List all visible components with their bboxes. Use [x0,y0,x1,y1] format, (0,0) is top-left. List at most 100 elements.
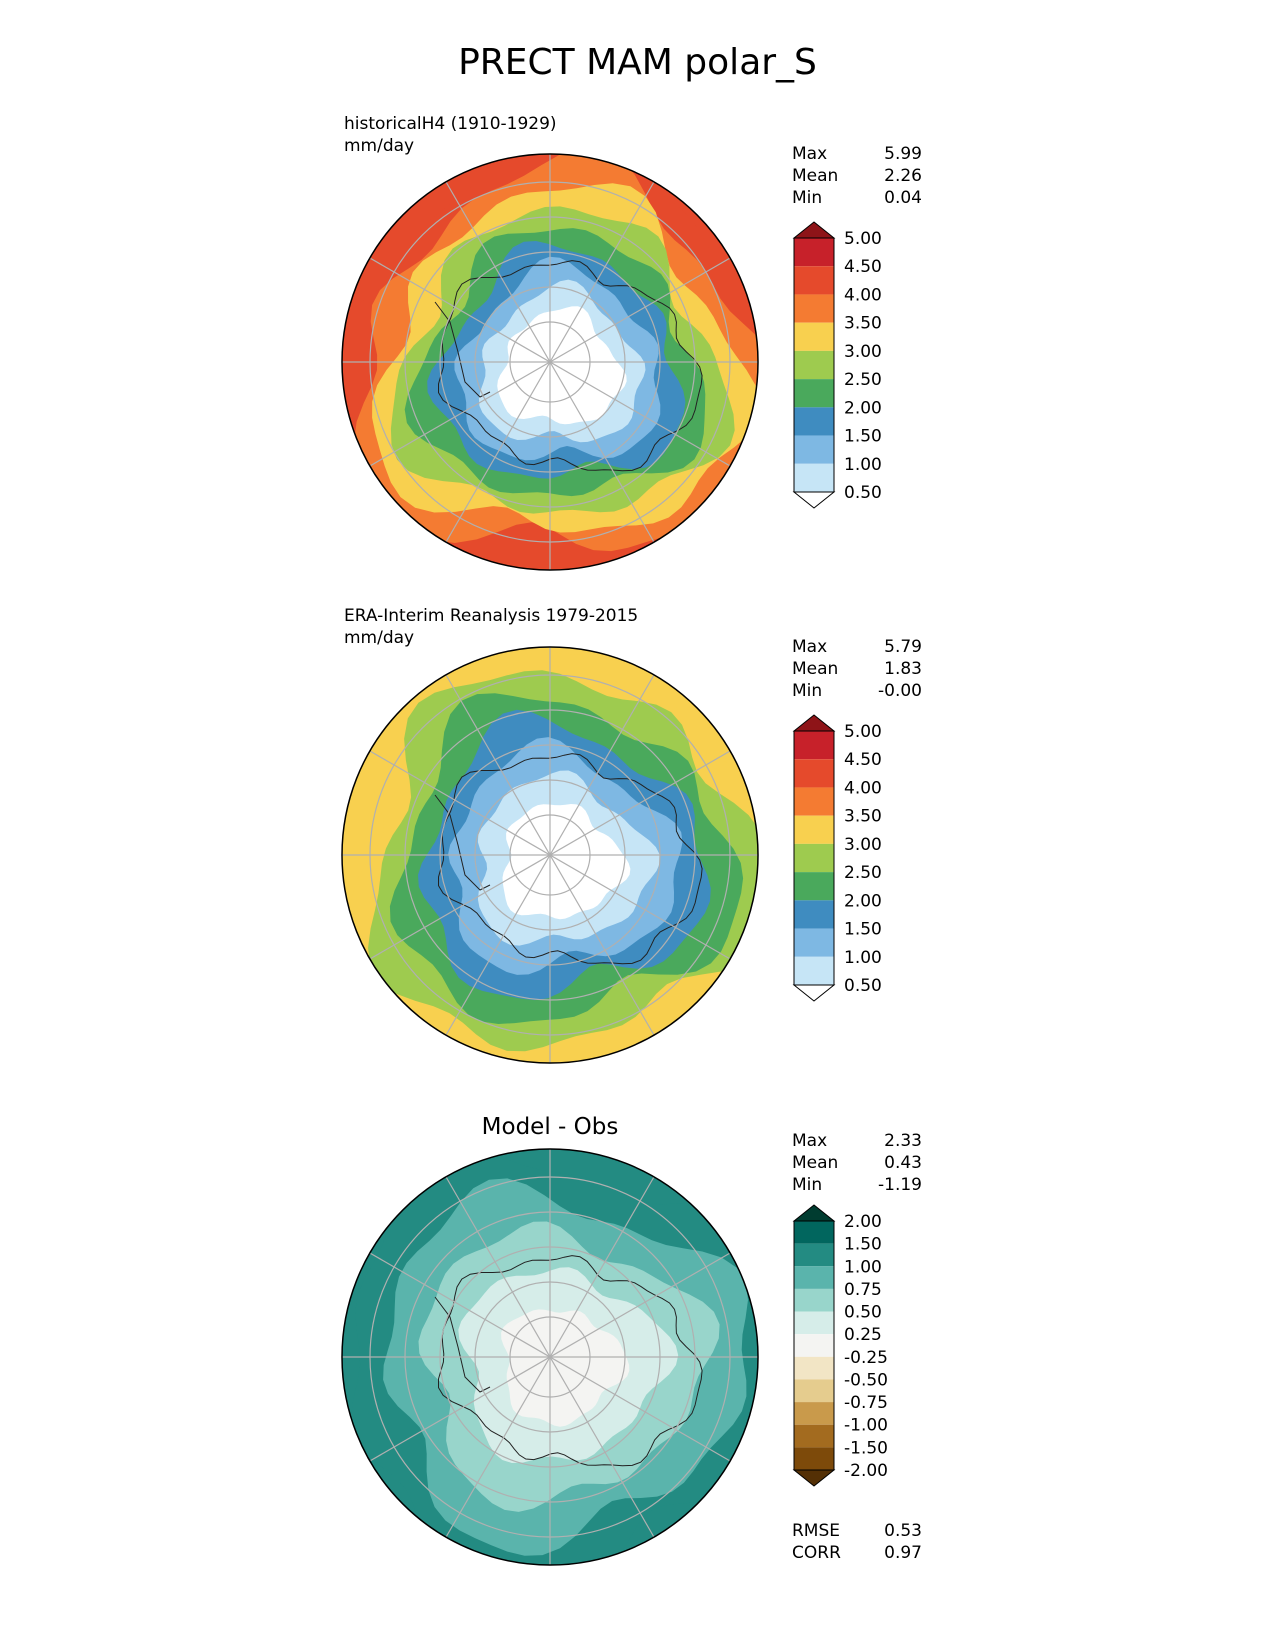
longitude-gridline [369,257,731,467]
panel-2-case-label: ERA-Interim Reanalysis 1979-2015 [344,606,639,626]
colorbar-segment [794,379,834,408]
colorbar-segment [794,956,834,985]
colorbar-tick-label: 0.50 [844,1303,882,1323]
colorbar-tick-label: 2.50 [844,863,882,883]
colorbar-tick-label: 2.00 [844,1212,882,1232]
panel-2-colorbar: 5.00 4.50 4.00 3.50 3.00 2.50 2.00 1.50 1.00 0.50 [792,714,882,1002]
figure-title: PRECT MAM polar_S [458,42,817,83]
panel-1-stat-max: Max 5.99 [792,144,922,164]
colorbar-tick-label: 1.00 [844,948,882,968]
colorbar-tick-label: 4.50 [844,750,882,770]
colorbar-segment [794,266,834,295]
colorbar-segment [794,1288,834,1312]
panel-2-stat-max: Max 5.79 [792,637,922,657]
colorbar-segment [794,1356,834,1380]
peninsula-coastline [434,1296,491,1393]
colorbar-segment [794,350,834,380]
panel-3-stats: Max 2.33 Mean 0.43 Min -1.19 [792,1130,922,1196]
colorbar-segment [794,1266,834,1289]
panel-1-stats: Max 5.99 Mean 2.26 Min 0.04 [792,143,922,209]
panel-3-stat-min: Min -1.19 [792,1175,922,1195]
colorbar-segment [794,1221,834,1244]
panel-3-colorbar: 2.00 1.501.00 0.75 0.500.25 -0.25-0.50 -0.75 -… [792,1204,888,1487]
colorbar-segment [794,1379,834,1403]
colorbar-segment [794,1311,834,1335]
panel-1-stat-mean: Mean 2.26 [792,166,922,186]
colorbar-extend-top [792,221,836,239]
colorbar-frame [793,1220,835,1471]
colorbar-segment [794,1424,834,1448]
colorbar-tick-label: 2.00 [844,891,882,911]
panel-3-stat-max: Max 2.33 [792,1131,922,1151]
panel-3-stat-mean: Mean 0.43 [792,1153,922,1173]
colorbar-tick-label: -0.25 [844,1348,888,1368]
panel-3-map [341,1148,759,1566]
colorbar-segment [794,731,834,760]
colorbar-tick-label: 3.00 [844,342,882,362]
map-boundary [341,1148,759,1566]
colorbar-tick-label: 4.50 [844,257,882,277]
longitude-gridline [369,1252,731,1462]
colorbar-segment [794,787,834,816]
colorbar-segment [794,759,834,788]
colorbar-extend-bottom [792,984,836,1002]
colorbar-tick-label: 4.00 [844,778,882,798]
colorbar-tick-label: -1.50 [844,1438,888,1458]
colorbar-extend-bottom [792,1469,836,1487]
colorbar-segment [794,322,834,351]
colorbar-tick-label: 3.00 [844,835,882,855]
panel-3-stat-rmse: RMSE 0.53 [792,1521,922,1541]
colorbar-segment [794,1402,834,1425]
colorbar-tick-label: 5.00 [844,722,882,742]
colorbar-extend-bottom [792,491,836,509]
colorbar-tick-label: -0.75 [844,1393,888,1413]
panel-2-map [341,646,759,1064]
panel-1-subtitle: historicalH4 (1910-1929) mm/day [344,113,557,157]
colorbar-segment [794,1447,834,1470]
map-contour-band [502,804,631,920]
colorbar-tick-label: -1.00 [844,1416,888,1436]
panel-1-case-label: historicalH4 (1910-1929) [344,114,557,134]
colorbar-segment [794,815,834,844]
colorbar-segment [794,1243,834,1267]
colorbar-tick-label: 1.00 [844,1257,882,1277]
colorbar-tick-label: 0.25 [844,1325,882,1345]
peninsula-coastline [434,301,491,398]
colorbar-segment [794,238,834,267]
colorbar-tick-label: 5.00 [844,229,882,249]
colorbar-segment [794,435,834,464]
map-boundary [341,153,759,571]
colorbar-tick-label: -2.00 [844,1461,888,1481]
panel-1-map [341,153,759,571]
panel-2-stats: Max 5.79 Mean 1.83 Min -0.00 [792,636,922,702]
colorbar-tick-label: 1.00 [844,455,882,475]
colorbar-segment [794,294,834,323]
coastline [438,1255,703,1467]
longitude-gridline [369,750,731,960]
colorbar-segment [794,928,834,957]
panel-1-units: mm/day [344,136,415,156]
colorbar-tick-label: 0.75 [844,1280,882,1300]
colorbar-tick-label: 2.50 [844,370,882,390]
colorbar-tick-label: 2.00 [844,398,882,418]
colorbar-frame [793,730,835,986]
colorbar-segment [794,463,834,492]
panel-2-subtitle: ERA-Interim Reanalysis 1979-2015 mm/day [344,605,638,649]
colorbar-tick-label: 4.00 [844,285,882,305]
panel-2-units: mm/day [344,628,415,648]
colorbar-segment [794,900,834,929]
colorbar-extend-top [792,1204,836,1222]
map-contour-band [501,1309,630,1427]
colorbar-tick-label: 3.50 [844,314,882,334]
colorbar-tick-label: 0.50 [844,483,882,503]
colorbar-tick-label: 1.50 [844,920,882,940]
colorbar-tick-label: 1.50 [844,427,882,447]
panel-1-colorbar: 5.00 4.50 4.00 3.50 3.00 2.50 2.00 1.50 1.00 0.50 [792,221,882,509]
panel-3-title: Model - Obs [481,1114,619,1140]
peninsula-coastline [434,794,491,891]
coastline [438,753,703,965]
colorbar-segment [794,407,834,436]
panel-3-error-stats: RMSE 0.53 CORR 0.97 [792,1520,922,1564]
colorbar-extend-top [792,714,836,732]
colorbar-tick-label: 0.50 [844,976,882,996]
